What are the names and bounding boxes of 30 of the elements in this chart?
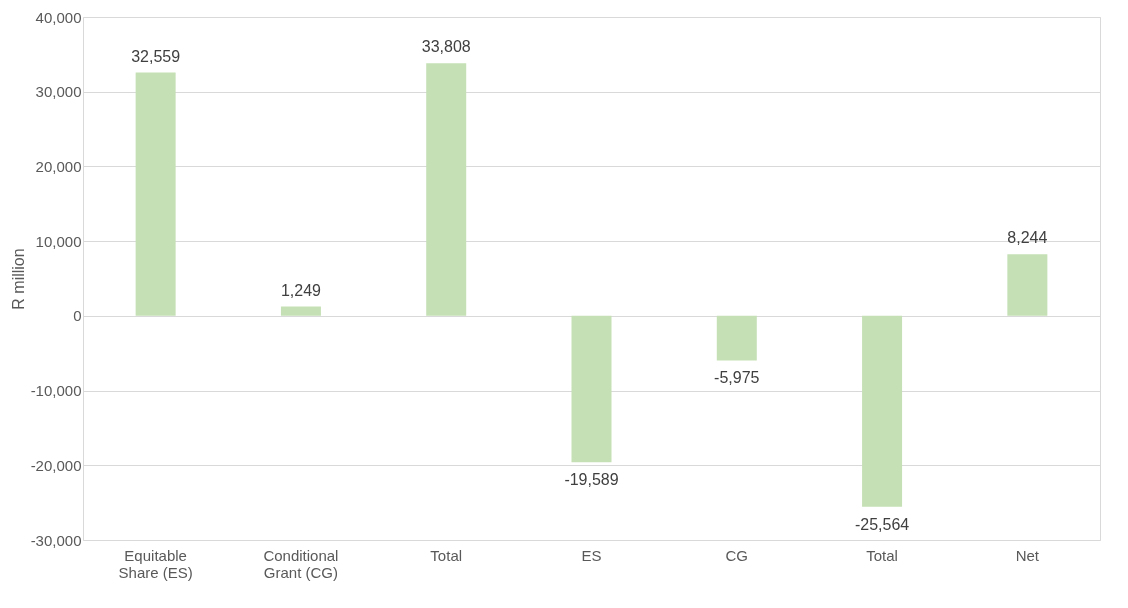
bar (571, 315, 612, 463)
data-label: 33,808 (421, 38, 471, 56)
data-label: 32,559 (131, 47, 181, 65)
data-label: -19,589 (564, 471, 619, 489)
y-tick-label: -10,000 (30, 382, 82, 400)
y-tick-label: 30,000 (35, 83, 82, 101)
bar (426, 63, 467, 316)
y-axis-title: R million (9, 248, 27, 310)
x-tick-label: Conditional Grant (CG) (263, 546, 339, 581)
x-tick-label: ES (581, 546, 602, 564)
bar (280, 306, 321, 316)
x-tick-label: Total (866, 546, 898, 564)
data-label: -25,564 (854, 515, 910, 533)
x-tick-label: Total (430, 546, 463, 564)
data-label: -5,975 (714, 369, 760, 387)
y-tick-label: 40,000 (35, 8, 82, 26)
y-tick-label: -20,000 (30, 456, 82, 474)
y-tick-label: -30,000 (30, 531, 82, 549)
bar (716, 315, 757, 361)
y-tick-label: 0 (73, 307, 82, 325)
y-tick-label: 20,000 (35, 157, 82, 175)
bar (862, 315, 903, 507)
x-tick-label: Net (1015, 546, 1040, 564)
bar (1007, 254, 1048, 316)
bar (135, 72, 176, 316)
x-tick-label: Equitable Share (ES) (118, 546, 193, 581)
data-label: 8,244 (1007, 229, 1048, 247)
data-label: 1,249 (280, 281, 322, 299)
x-tick-label: CG (725, 546, 749, 564)
y-tick-label: 10,000 (35, 232, 82, 250)
